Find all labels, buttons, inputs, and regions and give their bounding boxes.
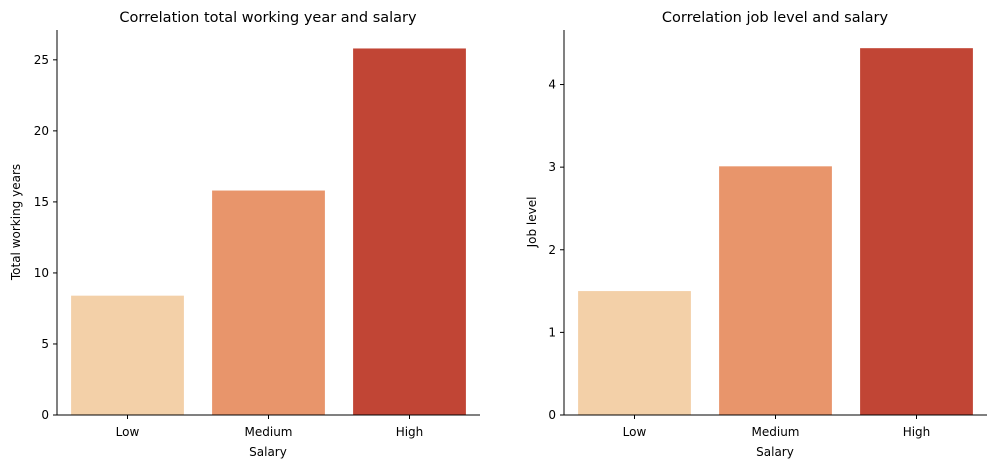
x-axis-label: Salary <box>249 445 287 459</box>
y-tick-label: 0 <box>548 408 556 422</box>
bar-high <box>353 48 466 416</box>
chart-title: Correlation total working year and salar… <box>119 10 417 26</box>
y-axis-label: Job level <box>525 197 539 249</box>
chart-job-level: Correlation job level and salary 0 1 2 3 4 L… <box>525 10 987 459</box>
y-tick-label: 0 <box>41 408 49 422</box>
y-tick-label: 25 <box>34 53 49 67</box>
y-ticks: 0 5 10 15 20 25 <box>34 53 57 422</box>
y-ticks: 0 1 2 3 4 <box>548 78 564 422</box>
y-tick-label: 4 <box>548 78 556 92</box>
y-tick-label: 15 <box>34 195 49 209</box>
y-tick-label: 5 <box>41 337 49 351</box>
bar-medium <box>212 190 325 415</box>
bar-medium <box>719 166 832 415</box>
x-tick-label: High <box>903 425 931 439</box>
x-ticks: Low Medium High <box>623 415 931 439</box>
y-tick-label: 1 <box>548 325 556 339</box>
bars <box>71 48 466 416</box>
x-tick-label: High <box>396 425 424 439</box>
y-tick-label: 10 <box>34 266 49 280</box>
x-tick-label: Medium <box>752 425 800 439</box>
bar-high <box>860 48 973 415</box>
bars <box>578 48 973 415</box>
x-axis-label: Salary <box>756 445 794 459</box>
bar-low <box>71 295 184 415</box>
y-tick-label: 3 <box>548 160 556 174</box>
x-tick-label: Low <box>116 425 140 439</box>
x-tick-label: Medium <box>245 425 293 439</box>
x-ticks: Low Medium High <box>116 415 424 439</box>
y-tick-label: 2 <box>548 243 556 257</box>
y-axis-label: Total working years <box>9 164 23 281</box>
chart-title: Correlation job level and salary <box>662 10 889 26</box>
y-tick-label: 20 <box>34 124 49 138</box>
chart-working-years: Correlation total working year and salar… <box>9 10 480 459</box>
x-tick-label: Low <box>623 425 647 439</box>
bar-low <box>578 291 691 415</box>
